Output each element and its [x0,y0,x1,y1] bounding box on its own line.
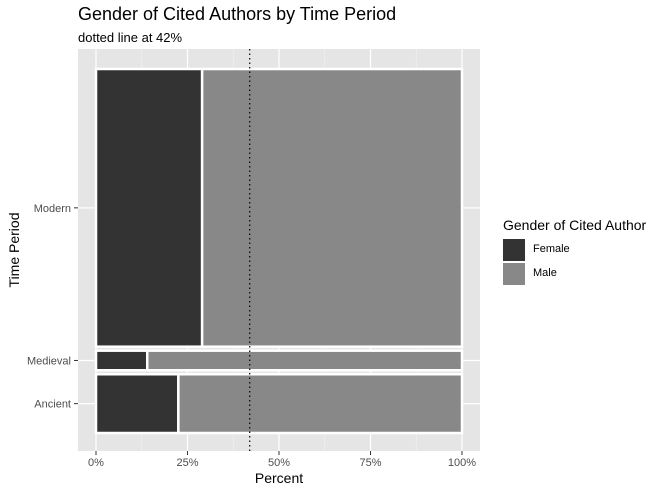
bar-medieval-male [145,349,464,372]
chart-title: Gender of Cited Authors by Time Period [78,4,397,24]
legend-swatch-male [503,263,525,285]
chart-subtitle: dotted line at 42% [78,30,183,45]
legend-swatch-female [503,239,525,261]
legend-label-male: Male [533,267,557,279]
y-tick-label-modern: Modern [34,203,71,215]
legend-title: Gender of Cited Author [503,217,647,233]
y-tick-label-medieval: Medieval [27,355,71,367]
bar-medieval-female [94,349,149,372]
legend-item-male: Male [503,263,663,285]
bar-modern-male [200,67,464,348]
x-tick-label: 0% [88,457,104,469]
x-tick-label: 100% [448,457,476,469]
x-tick-label: 50% [268,457,290,469]
bar-ancient-male [177,373,464,435]
y-tick-label-ancient: Ancient [34,399,71,411]
legend-label-female: Female [533,243,570,255]
x-tick-label: 25% [176,457,198,469]
x-tick-label: 75% [359,457,381,469]
legend-item-female: Female [503,239,663,261]
bar-modern-female [94,67,204,348]
bar-ancient-female [94,373,180,435]
x-axis-title: Percent [255,470,303,486]
y-axis-title: Time Period [6,213,22,288]
